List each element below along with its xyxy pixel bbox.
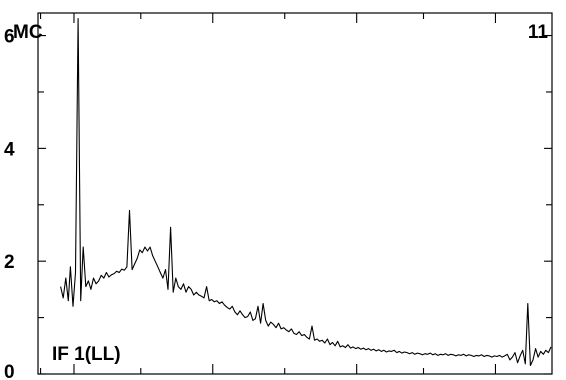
y-axis-labels: 0 2 4 6 — [4, 27, 15, 380]
corner-label-top-right: 11 — [528, 22, 549, 43]
series-line — [60, 18, 552, 367]
y-tick-label: 6 — [4, 27, 15, 48]
y-tick-label: 0 — [4, 362, 15, 380]
corner-label-top-left: MC — [13, 22, 43, 43]
y-tick-label: 4 — [4, 139, 15, 160]
axis-ticks — [38, 13, 552, 375]
corner-label-bottom-left: IF 1(LL) — [52, 344, 121, 365]
y-tick-label: 2 — [4, 252, 15, 273]
plot-frame — [37, 12, 553, 375]
